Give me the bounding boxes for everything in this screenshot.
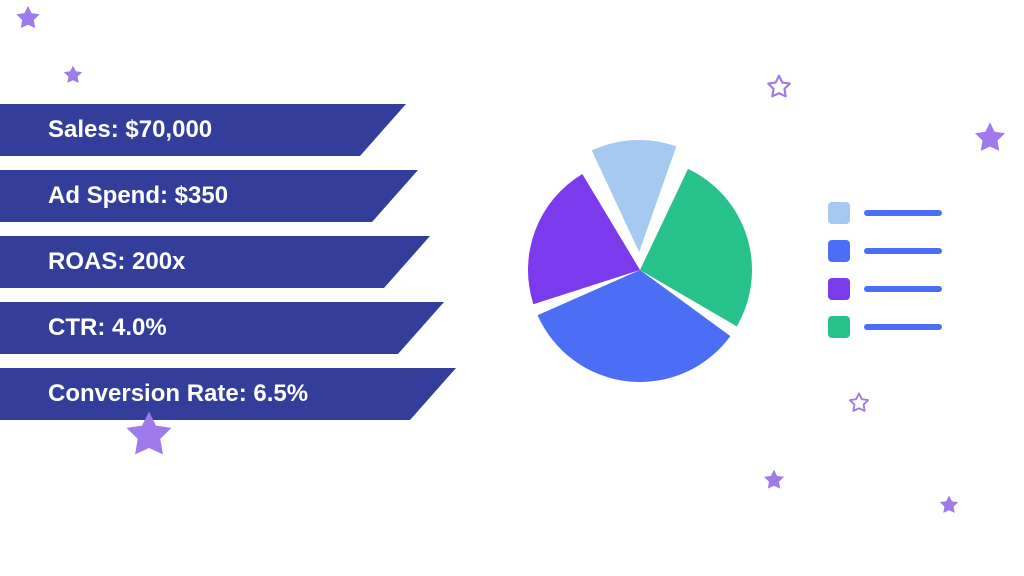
legend-line [864, 324, 942, 330]
metric-label: Conversion Rate: 6.5% [48, 380, 308, 408]
metric-bar-cvr: Conversion Rate: 6.5% [0, 368, 456, 420]
legend-line [864, 286, 942, 292]
star-icon [762, 468, 786, 492]
legend-row [828, 202, 942, 224]
star-icon [766, 74, 792, 100]
star-icon [14, 4, 42, 32]
legend-swatch [828, 240, 850, 262]
metric-label: ROAS: 200x [48, 248, 185, 276]
metric-bar-roas: ROAS: 200x [0, 236, 430, 288]
legend-line [864, 210, 942, 216]
legend-row [828, 278, 942, 300]
star-icon [972, 120, 1008, 156]
pie-legend [828, 202, 942, 354]
legend-swatch [828, 202, 850, 224]
legend-swatch [828, 278, 850, 300]
legend-row [828, 316, 942, 338]
star-icon [62, 64, 84, 86]
metric-label: Ad Spend: $350 [48, 182, 228, 210]
star-icon [938, 494, 960, 516]
legend-row [828, 240, 942, 262]
metric-bar-sales: Sales: $70,000 [0, 104, 406, 156]
metric-bar-adspend: Ad Spend: $350 [0, 170, 418, 222]
legend-swatch [828, 316, 850, 338]
metric-bar-ctr: CTR: 4.0% [0, 302, 444, 354]
metric-label: CTR: 4.0% [48, 314, 167, 342]
pie-chart [488, 118, 792, 422]
metric-label: Sales: $70,000 [48, 116, 212, 144]
star-icon [848, 392, 870, 414]
legend-line [864, 248, 942, 254]
